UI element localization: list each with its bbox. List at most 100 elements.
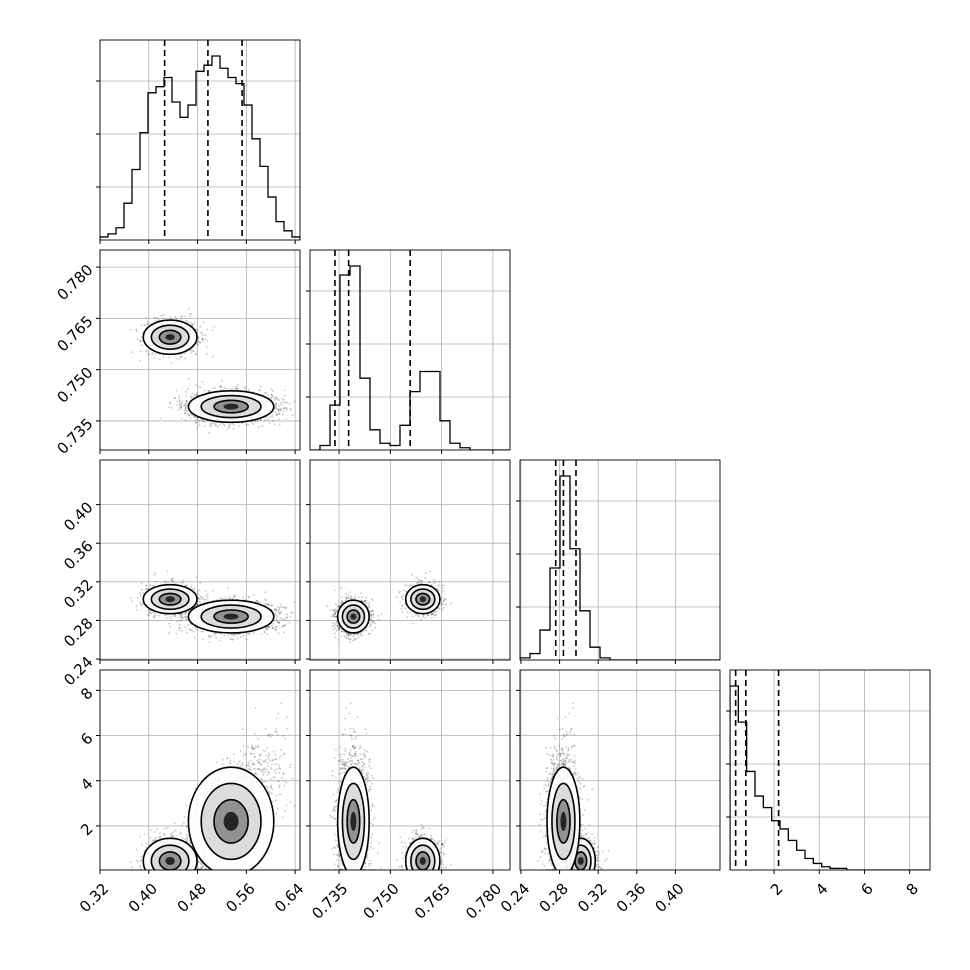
sample-point	[169, 316, 172, 319]
sample-point	[245, 638, 248, 641]
sample-point	[285, 418, 288, 420]
sample-point	[271, 394, 274, 397]
sample-point	[212, 422, 214, 424]
sample-point	[264, 391, 267, 394]
sample-point	[201, 381, 204, 383]
sample-point	[166, 617, 169, 619]
sample-point	[162, 356, 165, 359]
sample-point	[208, 641, 211, 644]
sample-point	[275, 414, 277, 416]
sample-point	[175, 389, 178, 392]
sample-point	[197, 600, 200, 603]
sample-point	[144, 325, 147, 327]
sample-point	[270, 388, 273, 390]
sample-point	[140, 603, 142, 606]
sample-point	[255, 599, 258, 602]
sample-point	[278, 424, 281, 427]
sample-point	[267, 625, 270, 628]
sample-point	[256, 599, 259, 602]
sample-point	[217, 425, 220, 428]
sample-point	[264, 598, 267, 601]
sample-point	[268, 416, 271, 419]
sample-point	[140, 582, 143, 585]
sample-point	[182, 579, 185, 582]
sample-point	[238, 425, 241, 427]
sample-point	[193, 636, 196, 639]
sample-point	[277, 606, 279, 608]
sample-point	[159, 358, 161, 361]
sample-point	[248, 596, 251, 598]
sample-point	[147, 322, 149, 325]
sample-point	[147, 613, 149, 616]
sample-point	[199, 598, 201, 600]
sample-point	[183, 315, 186, 317]
sample-point	[275, 609, 278, 611]
sample-point	[136, 338, 139, 341]
sample-point	[181, 616, 184, 619]
sample-point	[214, 632, 217, 635]
sample-point	[219, 423, 222, 426]
sample-point	[204, 590, 207, 592]
sample-point	[278, 413, 281, 415]
sample-point	[271, 627, 273, 630]
sample-point	[175, 357, 178, 360]
sample-point	[196, 604, 199, 606]
sample-point	[168, 356, 171, 359]
sample-point	[282, 407, 285, 410]
sample-point	[229, 423, 232, 426]
sample-point	[195, 384, 198, 386]
sample-point	[280, 402, 282, 404]
sample-point	[185, 409, 187, 412]
sample-point	[156, 316, 159, 319]
sample-point	[220, 379, 223, 382]
sample-point	[145, 349, 148, 352]
sample-point	[215, 636, 218, 639]
sample-point	[211, 355, 214, 358]
y-tick-label: 0.765	[53, 312, 96, 355]
sample-point	[178, 404, 181, 406]
sample-point	[276, 413, 278, 416]
sample-point	[227, 634, 230, 636]
sample-point	[167, 581, 169, 584]
sample-point	[230, 633, 233, 636]
sample-point	[145, 587, 147, 590]
sample-point	[162, 317, 164, 320]
sample-point	[198, 341, 201, 344]
sample-point	[184, 612, 186, 615]
sample-point	[195, 352, 198, 355]
sample-point	[189, 417, 192, 420]
sample-point	[178, 627, 181, 629]
sample-point	[282, 410, 285, 412]
sample-point	[179, 401, 181, 404]
sample-point	[140, 588, 143, 591]
sample-point	[162, 313, 165, 316]
sample-point	[209, 425, 211, 428]
sample-point	[280, 408, 282, 411]
sample-point	[138, 360, 141, 362]
sample-point	[209, 636, 211, 639]
sample-point	[184, 412, 186, 414]
sample-point	[233, 423, 235, 426]
sample-point	[179, 613, 182, 615]
sample-point	[278, 418, 280, 421]
sample-point	[229, 387, 232, 390]
sample-point	[201, 596, 204, 599]
sample-point	[247, 423, 250, 426]
sample-point	[199, 595, 202, 598]
sample-point	[271, 624, 274, 627]
sample-point	[277, 410, 280, 412]
sample-point	[271, 413, 273, 416]
sample-point	[285, 606, 288, 609]
sample-point	[180, 617, 183, 619]
sample-point	[231, 597, 234, 599]
sample-point	[201, 337, 204, 340]
sample-point	[225, 429, 228, 431]
sample-point	[266, 604, 269, 606]
sample-point	[273, 608, 276, 611]
sample-point	[229, 637, 232, 640]
sample-point	[169, 616, 171, 619]
sample-point	[147, 587, 150, 590]
sample-point	[171, 615, 174, 618]
sample-point	[208, 389, 211, 392]
